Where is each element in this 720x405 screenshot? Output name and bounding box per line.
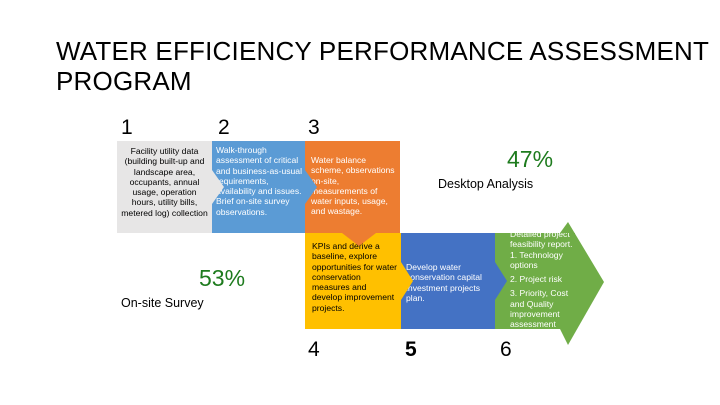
step-number-1: 1: [121, 116, 133, 139]
step-3-box: Water balance scheme, observations on-si…: [305, 141, 400, 233]
step-number-3: 3: [308, 116, 320, 139]
onsite-percent: 53%: [199, 265, 246, 291]
onsite-label: On-site Survey: [121, 296, 204, 310]
step-number-5: 5: [405, 338, 417, 361]
step-1-box: Facility utility data (building built-up…: [117, 141, 212, 233]
chevron-3-to-4: [342, 233, 376, 246]
step-1-text: Facility utility data (building built-up…: [121, 146, 208, 218]
step-number-2: 2: [218, 116, 230, 139]
desktop-label: Desktop Analysis: [438, 177, 534, 191]
slide-title: WATER EFFICIENCY PERFORMANCE ASSESSMENT …: [56, 36, 709, 96]
step-4-box: KPIs and derive a baseline, explore oppo…: [305, 233, 401, 329]
step-3-text: Water balance scheme, observations on-si…: [311, 155, 395, 217]
step-6-line-3: 2. Project risk: [510, 274, 563, 285]
step-6-line-1: Detailed project feasibility report.: [510, 233, 573, 250]
chevron-4-to-5: [401, 262, 413, 300]
step-2-text: Walk-through assessment of critical and …: [216, 145, 302, 217]
chevron-1-to-2: [212, 170, 224, 204]
step-6-line-4: 3. Priority, Cost and Quality improvemen…: [510, 288, 569, 329]
step-5-box: Develop water conservation capital inves…: [401, 233, 495, 329]
step-number-4: 4: [308, 338, 320, 361]
step-6-line-2: 1. Technology options: [510, 249, 563, 270]
step-4-text: KPIs and derive a baseline, explore oppo…: [312, 241, 398, 313]
desktop-percent: 47%: [507, 146, 554, 172]
step-2-box: Walk-through assessment of critical and …: [212, 141, 305, 233]
step-5-text: Develop water conservation capital inves…: [406, 262, 482, 303]
step-6-box: Detailed project feasibility report. 1. …: [495, 233, 575, 329]
chevron-5-to-6: [495, 262, 507, 300]
chevron-2-to-3: [305, 170, 317, 204]
step-number-6: 6: [500, 338, 512, 361]
